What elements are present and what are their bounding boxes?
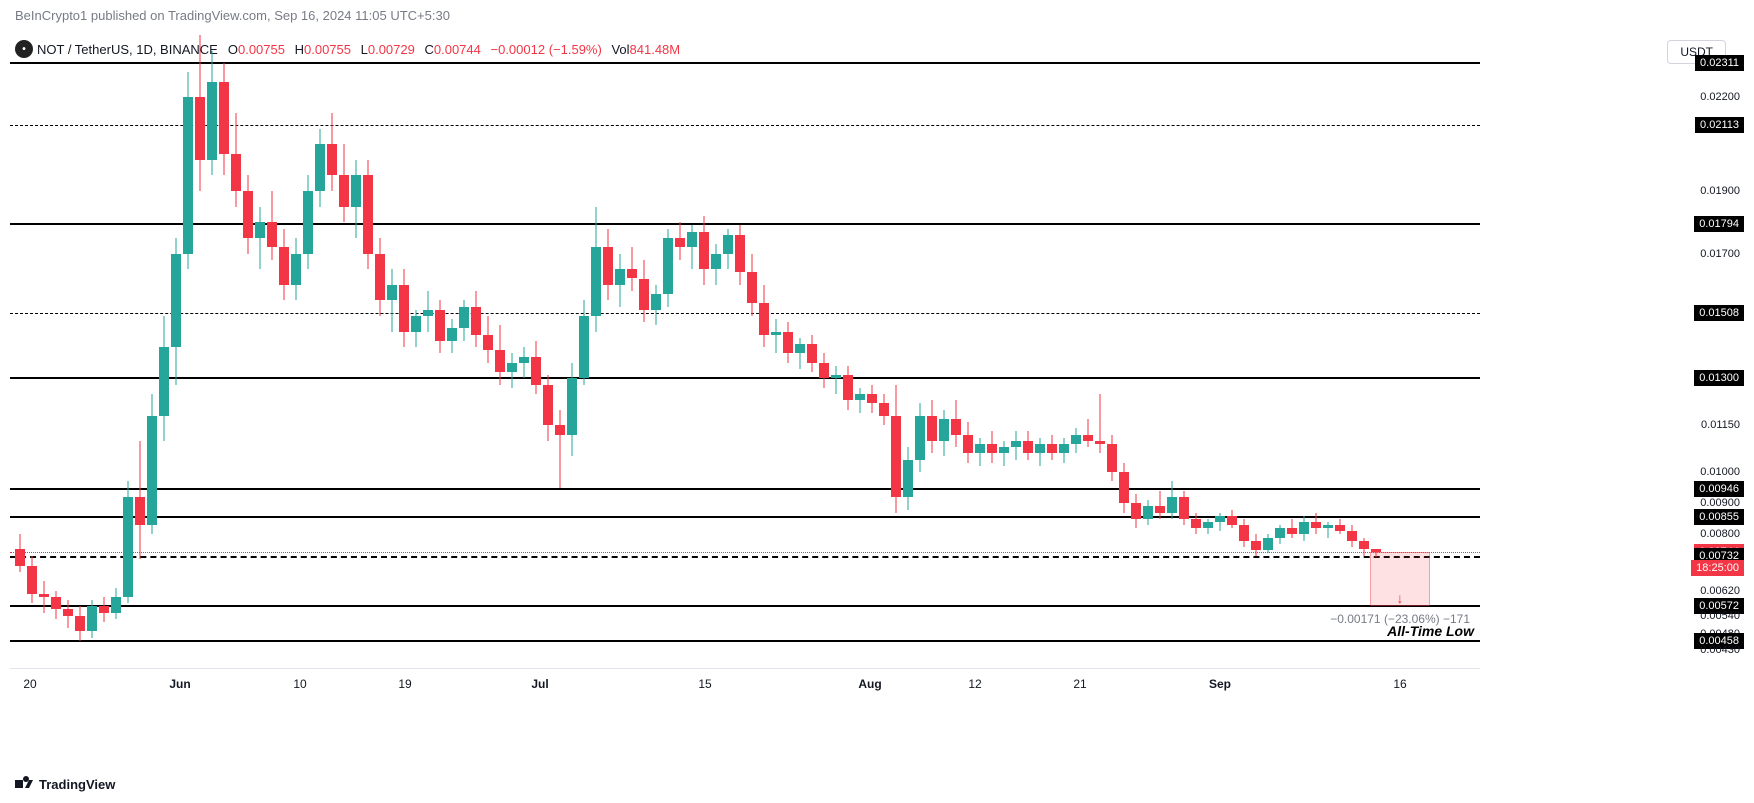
- price-chart[interactable]: ↓−0.00171 (−23.06%) −171All-Time Low: [10, 35, 1480, 650]
- tv-text: TradingView: [39, 777, 115, 792]
- publisher-header: BeInCrypto1 published on TradingView.com…: [15, 8, 450, 23]
- x-axis: 20Jun1019Jul15Aug1221Sep16: [10, 668, 1480, 698]
- tv-icon: [15, 776, 33, 793]
- tradingview-logo: TradingView: [15, 776, 115, 793]
- y-axis: 0.023110.022000.021130.019000.017940.017…: [1674, 35, 1744, 650]
